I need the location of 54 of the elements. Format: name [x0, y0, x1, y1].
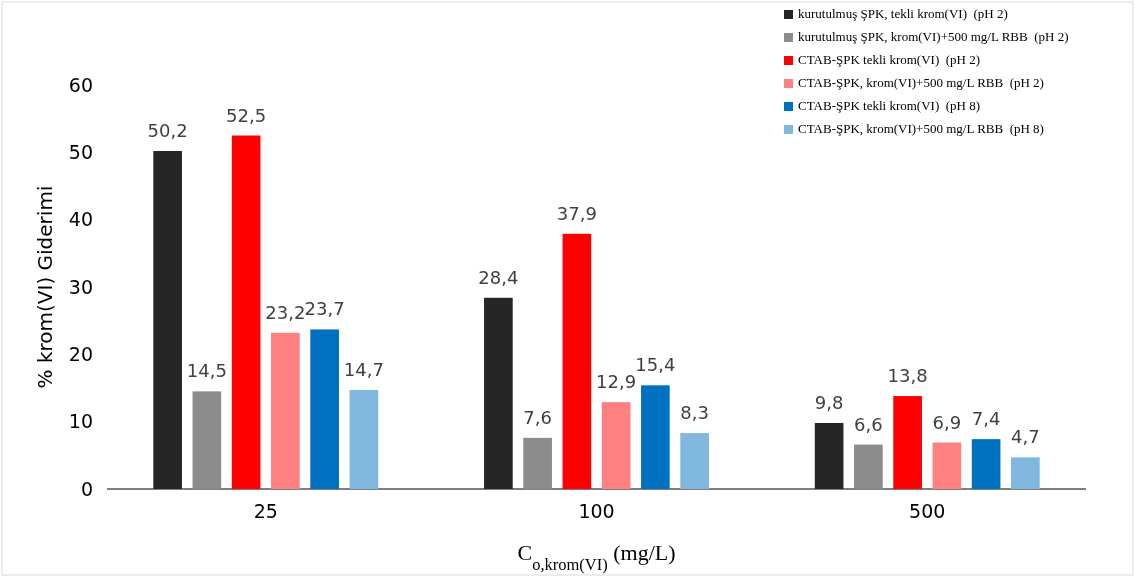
y-tick-label: 30	[68, 275, 93, 298]
data-label: 7,4	[971, 408, 1001, 430]
legend-label: CTAB-ŞPK tekli krom(VI) (pH 8)	[798, 98, 981, 113]
y-tick-label: 10	[68, 410, 93, 433]
bar	[231, 135, 261, 489]
bar	[1011, 457, 1040, 489]
y-tick-label: 0	[80, 477, 93, 500]
data-label: 28,4	[478, 266, 519, 288]
x-axis-title: C$_{o,krom(VI)}$ (mg/L)	[517, 540, 676, 574]
bar	[349, 390, 379, 489]
bar	[523, 437, 552, 489]
bar	[680, 433, 709, 489]
bar	[641, 385, 670, 489]
data-label: 23,2	[265, 301, 306, 323]
data-label: 52,5	[226, 104, 267, 126]
bar	[153, 150, 182, 489]
bar	[814, 423, 844, 489]
data-label: 14,5	[186, 360, 227, 382]
data-label: 6,6	[854, 413, 883, 435]
legend-label: kurutulmuş ŞPK, krom(VI)+500 mg/L RBB (pH 2)	[798, 29, 1069, 44]
data-label: 23,7	[304, 298, 345, 320]
legend-label: CTAB-ŞPK tekli krom(VI) (pH 2)	[798, 52, 981, 67]
data-label: 50,2	[147, 119, 188, 141]
data-label: 9,8	[814, 392, 844, 414]
bar	[310, 329, 339, 489]
bar	[192, 391, 222, 489]
data-label: 13,8	[887, 365, 928, 387]
data-label: 7,6	[523, 406, 552, 428]
bar	[271, 332, 300, 489]
data-label: 4,7	[1011, 426, 1040, 448]
y-tick-label: 40	[68, 208, 93, 231]
x-tick-label: 500	[909, 500, 946, 523]
data-label: 37,9	[556, 202, 597, 224]
data-label: 6,9	[932, 411, 962, 433]
legend-label: CTAB-ŞPK, krom(VI)+500 mg/L RBB (pH 8)	[798, 121, 1044, 136]
bar	[893, 396, 922, 489]
bar	[601, 402, 631, 489]
data-label: 15,4	[635, 354, 676, 376]
y-tick-label: 50	[68, 140, 93, 163]
bar	[484, 297, 513, 489]
legend-label: CTAB-ŞPK, krom(VI)+500 mg/L RBB (pH 2)	[798, 75, 1044, 90]
data-label: 12,9	[596, 371, 637, 393]
legend-label: kurutulmuş ŞPK, tekli krom(VI) (pH 2)	[798, 6, 1008, 21]
bar	[932, 442, 962, 489]
x-tick-label: 100	[578, 500, 615, 523]
bar	[562, 233, 592, 489]
bar	[971, 439, 1001, 489]
x-tick-label: 25	[253, 500, 278, 523]
data-label: 14,7	[343, 359, 384, 381]
y-tick-label: 60	[68, 73, 93, 96]
bar	[854, 444, 883, 489]
y-axis-title: % krom(VI) Giderimi	[33, 185, 57, 389]
y-tick-label: 20	[68, 342, 93, 365]
data-label: 8,3	[680, 402, 709, 424]
